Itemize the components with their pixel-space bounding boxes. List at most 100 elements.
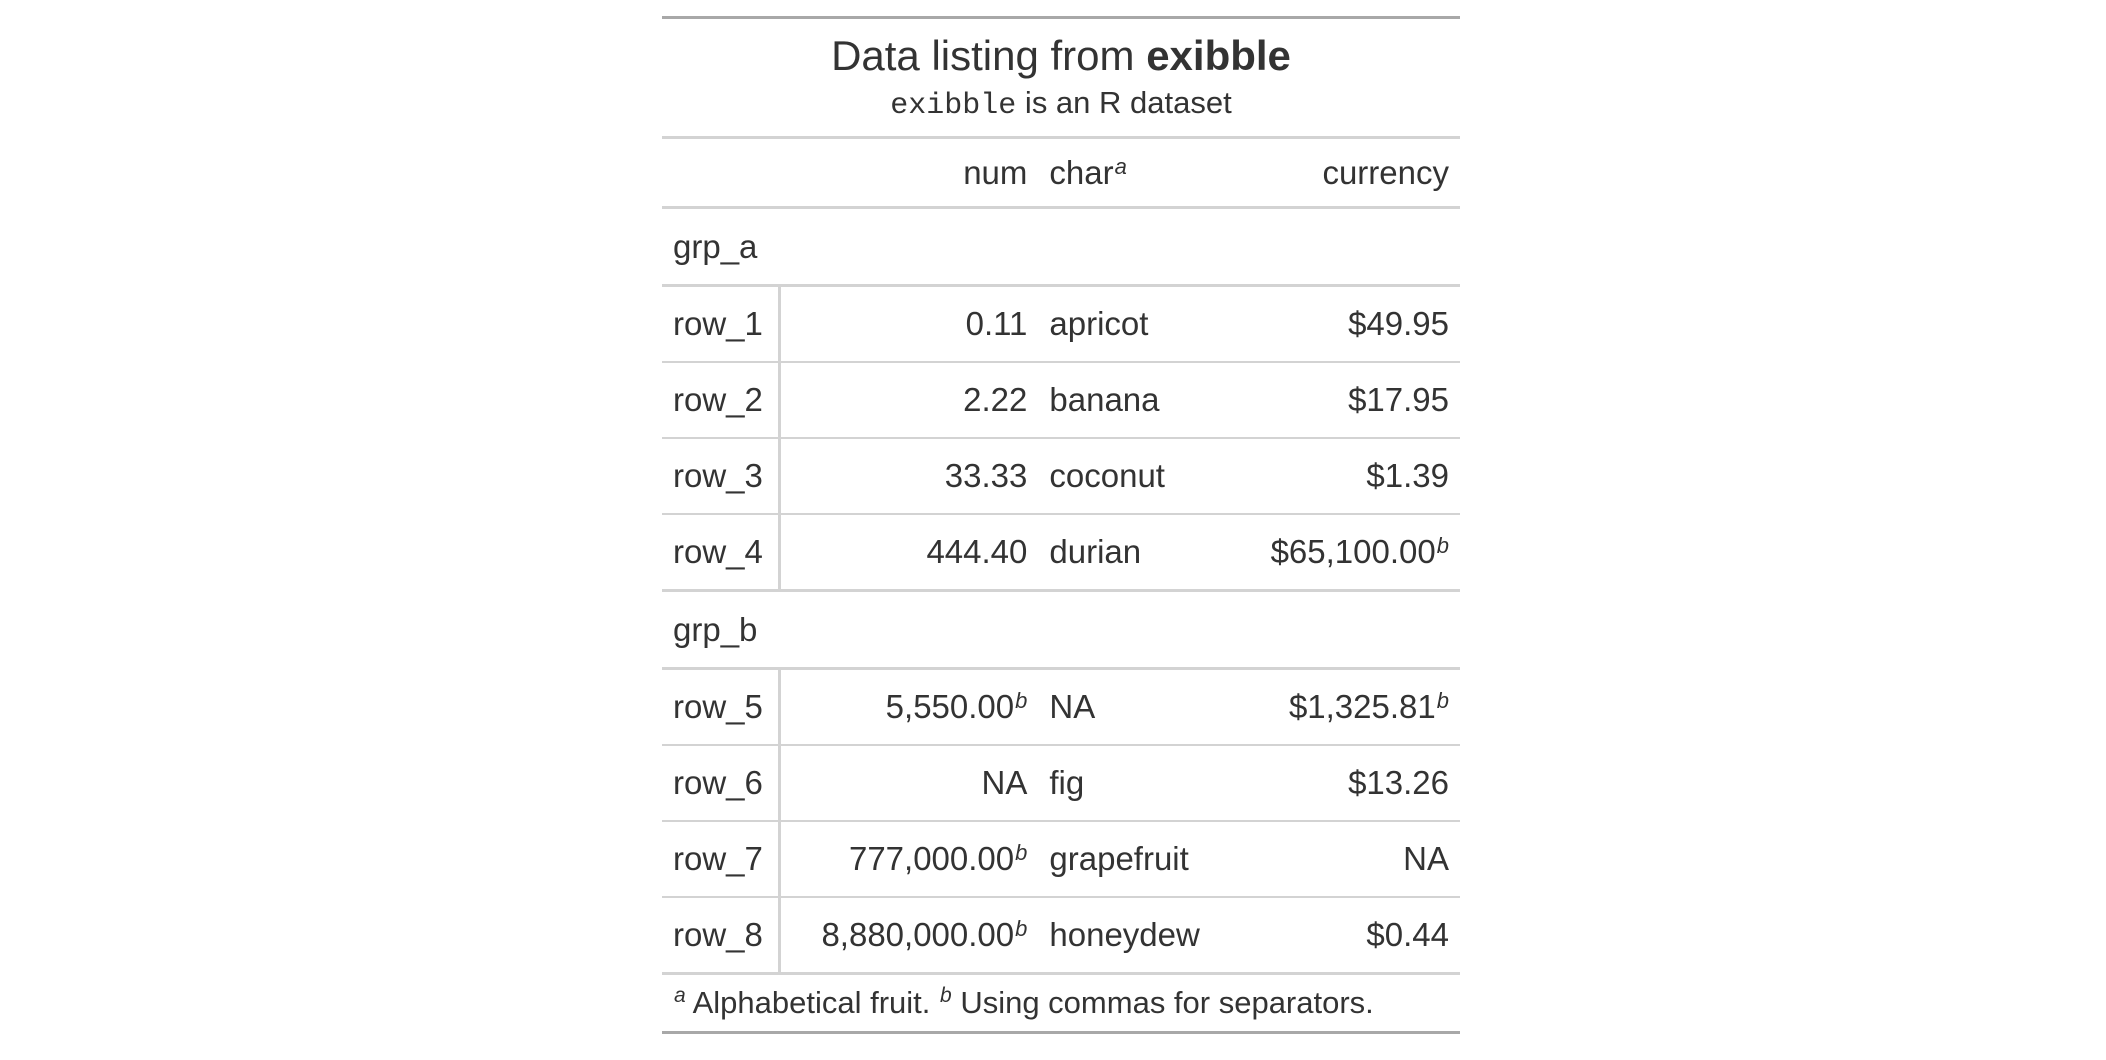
footnote-mark: b [1015, 840, 1028, 865]
cell-num: 777,000.00b [779, 821, 1039, 898]
cell-num: 2.22 [779, 362, 1039, 439]
cell-char: durian [1038, 514, 1234, 592]
cell-currency: $17.95 [1233, 362, 1460, 439]
row-stub: row_1 [662, 285, 781, 363]
row-stub-value: row_4 [673, 533, 763, 570]
cell-currency-value: $65,100.00 [1270, 533, 1436, 570]
cell-currency-value: $49.95 [1348, 305, 1449, 342]
column-header-char-label: char [1049, 153, 1114, 191]
title-row: Data listing from exibble [662, 18, 1460, 82]
table-body: grp_a row_1 0.11 apricot $49.95 row_2 2.22 bana… [662, 207, 1460, 975]
cell-char-value: NA [1049, 688, 1096, 725]
subtitle-code: exibble [890, 89, 1017, 123]
table-title-dataset-name: exibble [1146, 32, 1291, 79]
table-title-prefix: Data listing from [831, 32, 1147, 79]
cell-num-value: 5,550.00 [885, 688, 1015, 725]
footnote-mark: b [1015, 688, 1028, 713]
subtitle-row: exibble is an R dataset [662, 81, 1460, 139]
row-stub: row_2 [662, 362, 781, 439]
cell-char-value: durian [1049, 533, 1142, 570]
subtitle-text: is an R dataset [1016, 85, 1232, 120]
cell-num-value: 33.33 [944, 457, 1028, 494]
table-subtitle: exibble is an R dataset [662, 81, 1460, 139]
cell-currency-value: $1,325.81 [1288, 688, 1436, 725]
row-group-heading: grp_a [662, 207, 1460, 287]
cell-num-value: 444.40 [926, 533, 1028, 570]
table-row: row_5 5,550.00b NA $1,325.81b [662, 668, 1460, 746]
table-row: row_1 0.11 apricot $49.95 [662, 285, 1460, 363]
cell-num-value: 2.22 [963, 381, 1028, 418]
cell-char-value: grapefruit [1049, 840, 1189, 877]
footnotes-row: a Alphabetical fruit. b Using commas for… [662, 974, 1460, 1033]
cell-num-value: 0.11 [965, 305, 1028, 342]
cell-num: 444.40 [779, 514, 1039, 592]
table-row: row_4 444.40 durian $65,100.00b [662, 514, 1460, 592]
column-header-currency-label: currency [1322, 153, 1449, 191]
footnote-mark: b [1436, 688, 1449, 713]
cell-char-value: apricot [1049, 305, 1149, 342]
column-header-row: num chara currency [662, 137, 1460, 209]
table-row: row_3 33.33 coconut $1.39 [662, 438, 1460, 515]
cell-char: honeydew [1038, 897, 1234, 975]
cell-currency: $13.26 [1233, 745, 1460, 822]
cell-currency-value: $0.44 [1366, 916, 1449, 953]
cell-num: NA [779, 745, 1039, 822]
data-table: Data listing from exibble exibble is an … [662, 16, 1460, 1034]
cell-char: banana [1038, 362, 1234, 439]
cell-num: 5,550.00b [779, 668, 1039, 746]
cell-char: coconut [1038, 438, 1234, 515]
row-stub-value: row_3 [673, 457, 763, 494]
column-header-currency: currency [1233, 137, 1460, 209]
row-stub: row_6 [662, 745, 781, 822]
column-header-num: num [779, 137, 1039, 209]
cell-currency-value: $13.26 [1348, 764, 1449, 801]
table-title: Data listing from exibble [662, 18, 1460, 82]
cell-currency-value: $17.95 [1348, 381, 1449, 418]
cell-char-value: honeydew [1049, 916, 1200, 953]
cell-num: 33.33 [779, 438, 1039, 515]
cell-currency: $49.95 [1233, 285, 1460, 363]
cell-num-value: 777,000.00 [848, 840, 1015, 877]
footnote-mark: a [674, 984, 686, 1007]
cell-char-value: fig [1049, 764, 1085, 801]
footnote-mark: b [1436, 533, 1449, 558]
cell-char: apricot [1038, 285, 1234, 363]
row-stub: row_5 [662, 668, 781, 746]
cell-num-value: 8,880,000.00 [821, 916, 1015, 953]
table-row: row_7 777,000.00b grapefruit NA [662, 821, 1460, 898]
cell-currency: $1.39 [1233, 438, 1460, 515]
cell-currency: $1,325.81b [1233, 668, 1460, 746]
footnotes: a Alphabetical fruit. b Using commas for… [662, 974, 1460, 1033]
row-stub: row_8 [662, 897, 781, 975]
row-group-label: grp_b [662, 590, 1460, 670]
footnote-mark: a [1114, 153, 1127, 179]
row-stub: row_4 [662, 514, 781, 592]
row-group-label: grp_a [662, 207, 1460, 287]
cell-num: 8,880,000.00b [779, 897, 1039, 975]
table-row: row_2 2.22 banana $17.95 [662, 362, 1460, 439]
footnote-mark: b [1015, 916, 1028, 941]
table-row: row_6 NA fig $13.26 [662, 745, 1460, 822]
row-stub: row_7 [662, 821, 781, 898]
row-stub-value: row_1 [673, 305, 763, 342]
cell-num: 0.11 [779, 285, 1039, 363]
cell-char-value: banana [1049, 381, 1160, 418]
column-header-num-label: num [963, 153, 1028, 191]
cell-currency: $0.44 [1233, 897, 1460, 975]
row-stub: row_3 [662, 438, 781, 515]
cell-char: NA [1038, 668, 1234, 746]
column-header-char: chara [1038, 137, 1234, 209]
table-row: row_8 8,880,000.00b honeydew $0.44 [662, 897, 1460, 975]
data-table-container: Data listing from exibble exibble is an … [662, 16, 1460, 1034]
cell-char: grapefruit [1038, 821, 1234, 898]
row-group-heading: grp_b [662, 590, 1460, 670]
cell-currency-value: $1.39 [1366, 457, 1449, 494]
row-stub-value: row_8 [673, 916, 763, 953]
row-stub-value: row_7 [673, 840, 763, 877]
cell-char-value: coconut [1049, 457, 1165, 494]
cell-char: fig [1038, 745, 1234, 822]
cell-currency: NA [1233, 821, 1460, 898]
cell-currency-value: NA [1403, 840, 1449, 877]
row-stub-value: row_2 [673, 381, 763, 418]
row-stub-value: row_6 [673, 764, 763, 801]
